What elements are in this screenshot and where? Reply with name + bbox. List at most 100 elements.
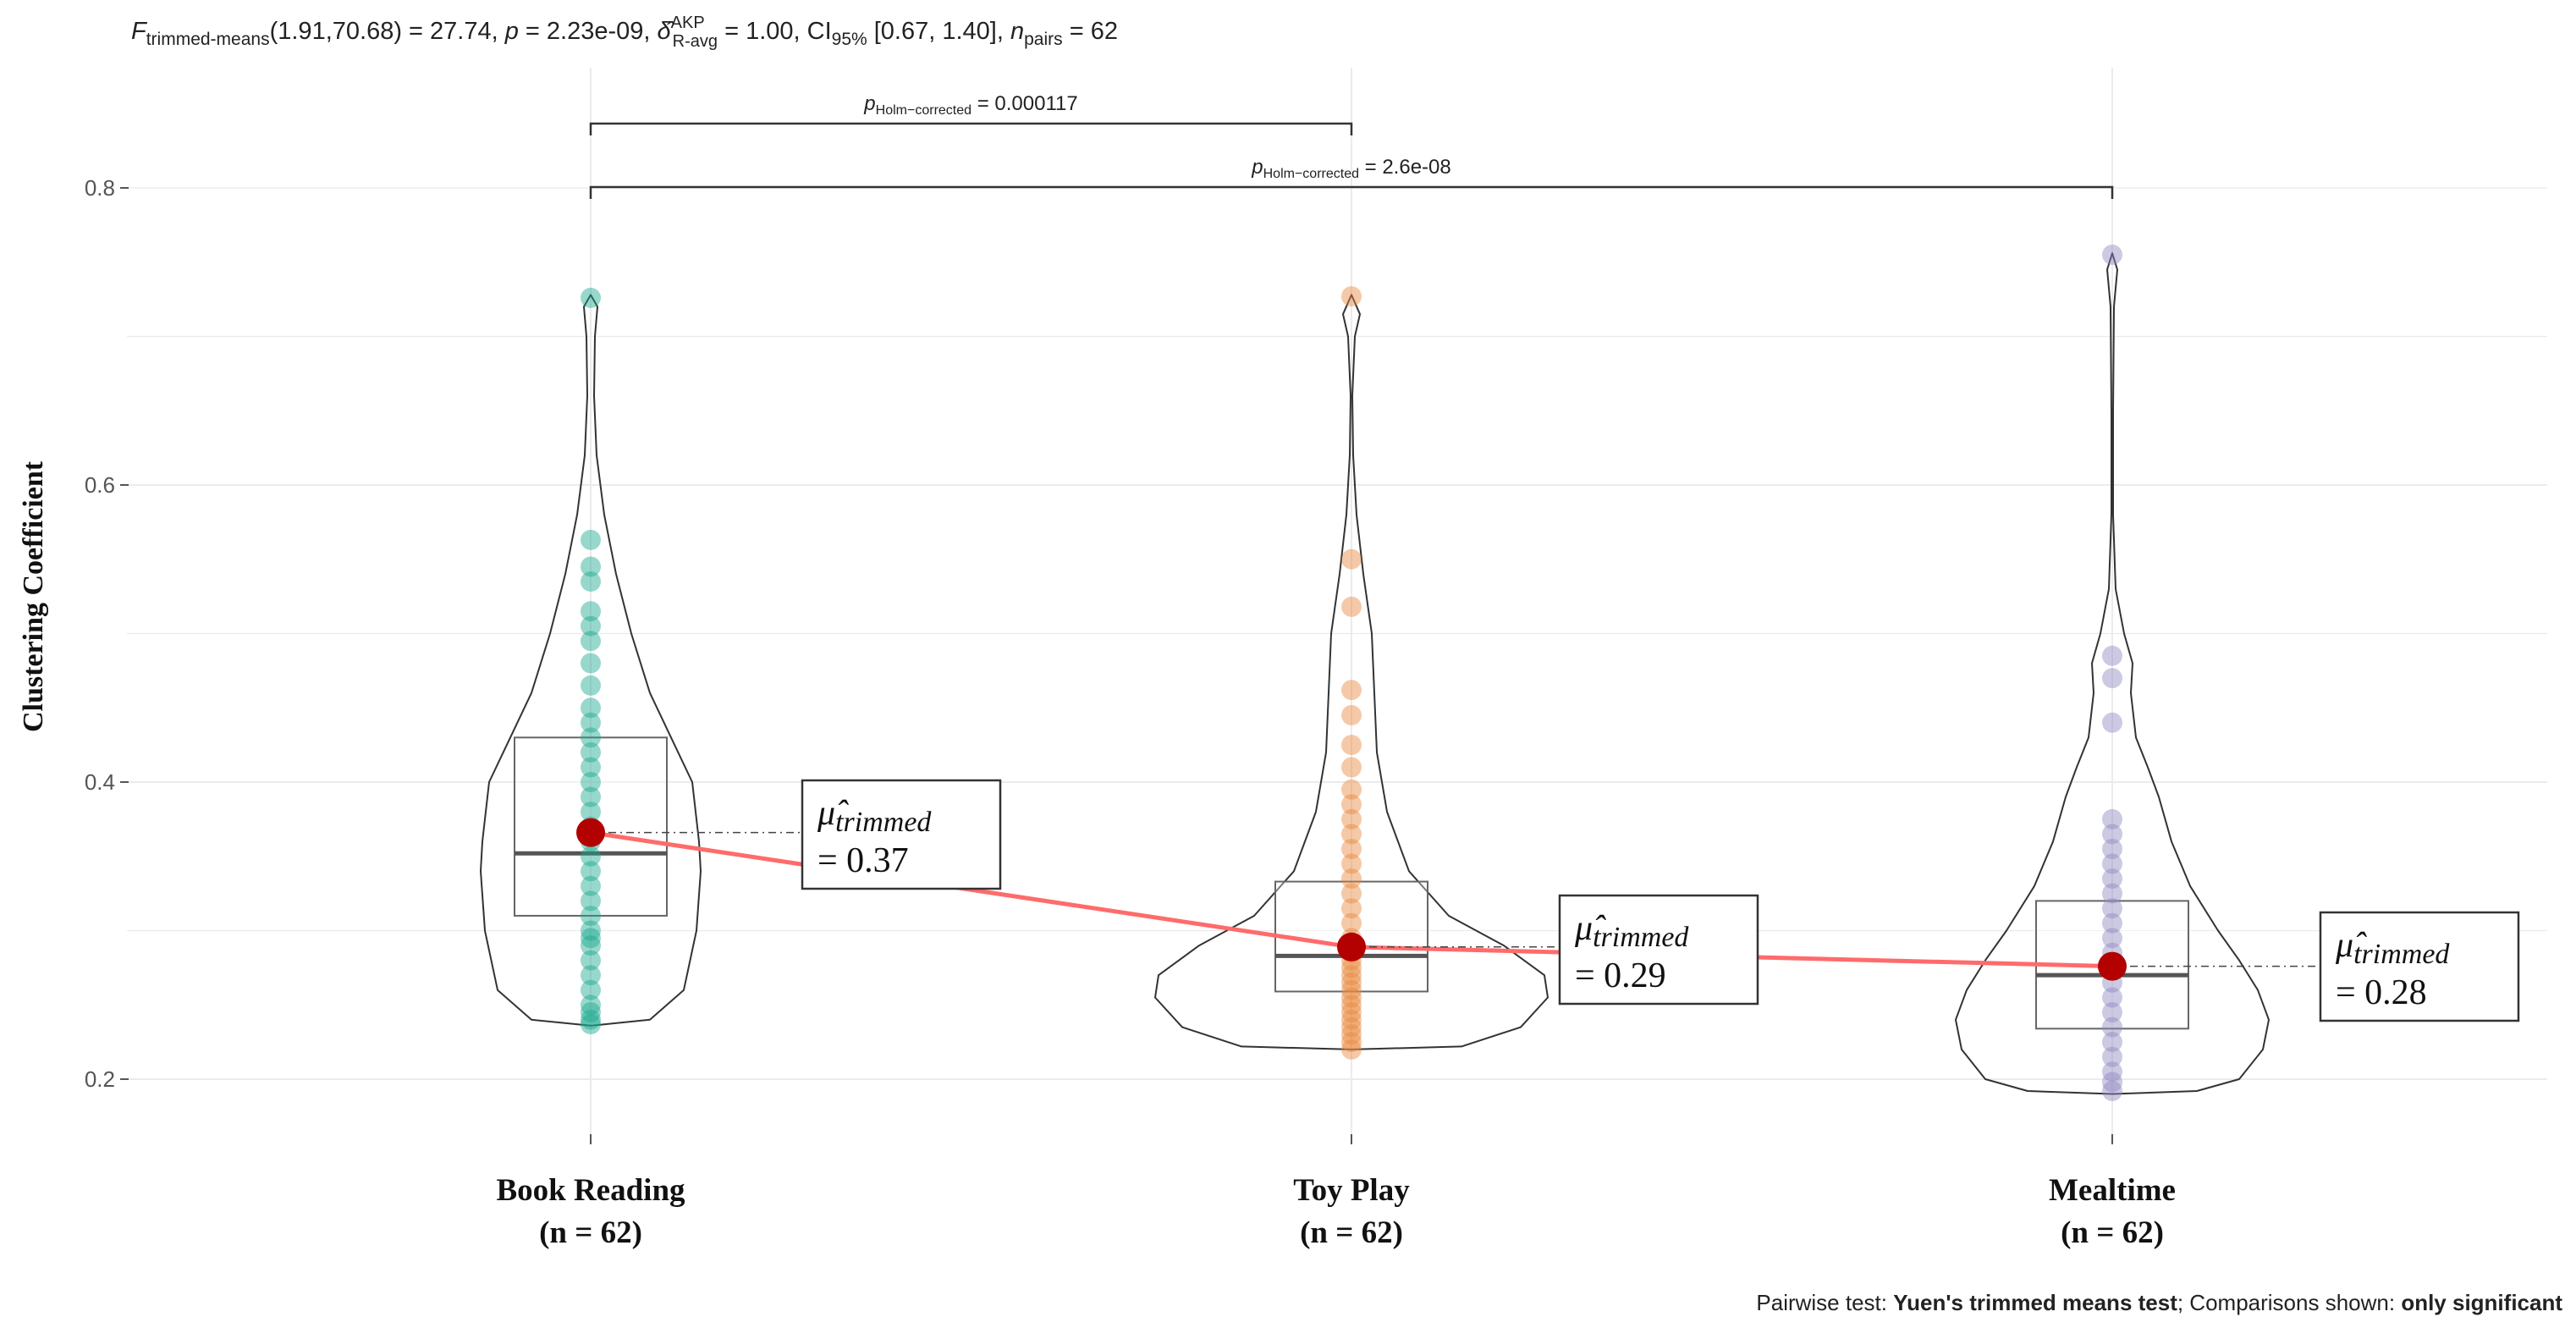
subtitle-ci-sub: 95% xyxy=(832,30,867,49)
data-point xyxy=(581,653,601,674)
comparison-bracket-1 xyxy=(589,122,1353,135)
x-category-n-3: (n = 62) xyxy=(2061,1215,2164,1250)
data-point xyxy=(1341,883,1362,904)
data-point xyxy=(2102,883,2122,904)
data-point xyxy=(581,1009,601,1030)
subtitle-df: (1.91,70.68) = 27.74, xyxy=(270,18,505,45)
subtitle-p-label: p xyxy=(504,18,519,45)
data-point xyxy=(1341,779,1362,800)
data-point xyxy=(2102,839,2122,859)
comparison-brackets: pHolm−corrected = 0.000117 pHolm−correcte… xyxy=(589,92,2114,199)
data-point xyxy=(581,995,601,1016)
data-point xyxy=(581,727,601,748)
data-point xyxy=(1341,794,1362,815)
data-point xyxy=(1341,839,1362,859)
data-point xyxy=(581,846,601,867)
data-point xyxy=(581,875,601,896)
data-point xyxy=(1341,1024,1362,1045)
data-point xyxy=(2102,898,2122,919)
data-point xyxy=(1341,596,1362,617)
data-point xyxy=(1341,1032,1362,1053)
data-point xyxy=(1341,824,1362,845)
mean-label-value-2: = 0.29 xyxy=(1575,956,1666,995)
data-point xyxy=(1341,705,1362,725)
caption-shown: only significant xyxy=(2401,1290,2562,1315)
data-point xyxy=(581,928,601,949)
data-point xyxy=(2102,808,2122,829)
data-point xyxy=(2102,712,2122,733)
data-point xyxy=(1341,1039,1362,1060)
data-point xyxy=(581,697,601,719)
mean-label-symbol-2: μ̂trimmed xyxy=(1574,909,1689,953)
comparison-label-2: pHolm−corrected = 2.6e-08 xyxy=(1251,156,1450,181)
data-point xyxy=(1341,1002,1362,1022)
data-point xyxy=(2102,1081,2122,1101)
data-point xyxy=(581,950,601,971)
data-point xyxy=(2102,824,2122,845)
trimmed-mean-point-3 xyxy=(2098,951,2127,981)
data-point xyxy=(1341,868,1362,890)
data-point xyxy=(2102,987,2122,1008)
subtitle-stat-sub: trimmed-means xyxy=(146,30,270,49)
trimmed-mean-point-1 xyxy=(576,818,605,847)
subtitle-n-sub: pairs xyxy=(1024,30,1063,49)
data-point xyxy=(1341,1009,1362,1030)
violins xyxy=(480,252,2270,1095)
data-point xyxy=(581,741,601,763)
caption-prefix: Pairwise test: xyxy=(1756,1290,1893,1315)
data-point xyxy=(581,287,601,308)
comparison-bracket-2 xyxy=(589,185,2114,199)
y-axis: 0.2 0.4 0.6 0.8 xyxy=(85,175,129,1092)
x-axis: Book Reading (n = 62) Toy Play (n = 62) Meal… xyxy=(496,1134,2176,1250)
chart-subtitle: Ftrimmed-means(1.91,70.68) = 27.74, p = … xyxy=(131,14,1118,51)
data-point xyxy=(2102,853,2122,874)
subtitle-n-label: n xyxy=(1010,18,1024,45)
data-point xyxy=(581,802,601,823)
data-point xyxy=(2102,868,2122,890)
data-point xyxy=(1341,286,1362,307)
violin-2 xyxy=(1154,294,1549,1050)
data-point xyxy=(1341,987,1362,1008)
x-category-label-2: Toy Play xyxy=(1293,1173,1410,1208)
trimmed-mean-point-2 xyxy=(1337,932,1366,962)
mean-label-value-3: = 0.28 xyxy=(2336,973,2427,1012)
y-tick-label: 0.8 xyxy=(85,175,115,201)
caption-test: Yuen's trimmed means test xyxy=(1893,1290,2177,1315)
data-point xyxy=(1341,853,1362,874)
data-point xyxy=(1341,1017,1362,1038)
data-point xyxy=(581,556,601,577)
data-point xyxy=(1341,735,1362,756)
data-point xyxy=(581,631,601,652)
comparison-label-1: pHolm−corrected = 0.000117 xyxy=(863,92,1077,118)
data-point xyxy=(2102,1061,2122,1083)
data-point xyxy=(2102,645,2122,666)
subtitle-effect-value: = 1.00, CI xyxy=(718,18,832,45)
x-category-label-3: Mealtime xyxy=(2049,1173,2176,1208)
y-tick-label: 0.6 xyxy=(85,472,115,498)
data-point xyxy=(581,615,601,636)
data-point xyxy=(581,1014,601,1035)
data-point xyxy=(581,935,601,956)
data-point xyxy=(1341,757,1362,778)
data-point xyxy=(581,920,601,941)
y-axis-title: Clustering Coefficient xyxy=(18,460,49,732)
violin-1 xyxy=(480,294,702,1027)
data-point xyxy=(2102,1072,2122,1093)
mean-label-box-3 xyxy=(2319,911,2520,1022)
data-point xyxy=(581,861,601,882)
mean-label-symbol-3: μ̂trimmed xyxy=(2335,926,2450,970)
data-point xyxy=(1341,972,1362,993)
subtitle-effect-sup: AKP xyxy=(671,14,705,32)
data-point xyxy=(581,1002,601,1022)
mean-labels: μ̂trimmed= 0.37μ̂trimmed= 0.29μ̂trimmed=… xyxy=(801,779,2520,1022)
data-point xyxy=(581,965,601,986)
data-point xyxy=(2102,928,2122,949)
data-point xyxy=(1341,979,1362,1000)
subtitle-effect-symbol: δ̂ xyxy=(658,18,675,45)
data-point xyxy=(2102,1002,2122,1022)
data-point xyxy=(581,529,601,550)
data-point xyxy=(2102,668,2122,689)
data-point xyxy=(1341,898,1362,919)
chart-caption: Pairwise test: Yuen's trimmed means test… xyxy=(1756,1290,2562,1315)
